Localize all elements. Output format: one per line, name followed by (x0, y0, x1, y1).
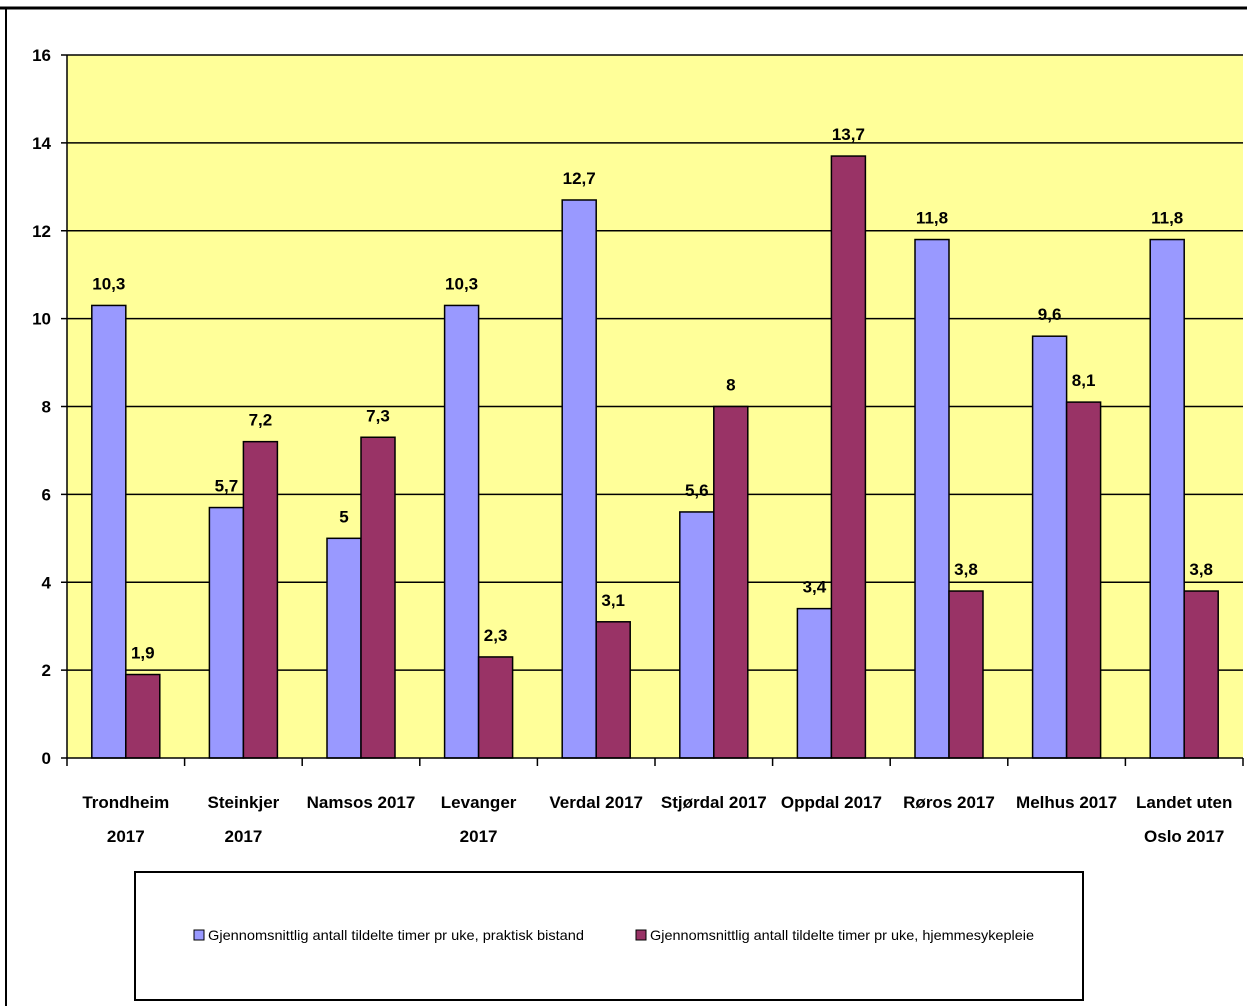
bar-praktisk-bistand (561, 199, 597, 759)
y-tick-label: 10 (32, 310, 51, 329)
data-label: 13,7 (832, 125, 865, 144)
bar-hjemmesykepleie (713, 405, 749, 759)
bar-hjemmesykepleie (242, 440, 279, 759)
data-label: 5 (339, 507, 348, 526)
x-category-label: Oslo 2017 (1144, 827, 1224, 846)
y-tick-label: 14 (32, 134, 51, 153)
x-category-label: 2017 (224, 827, 262, 846)
x-category-label: Verdal 2017 (549, 793, 643, 812)
legend-box (134, 871, 1084, 1001)
bar-praktisk-bistand (679, 511, 715, 759)
bar-praktisk-bistand (1149, 238, 1185, 759)
data-label: 5,6 (685, 481, 709, 500)
data-label: 12,7 (563, 169, 596, 188)
data-label: 2,3 (484, 626, 508, 645)
data-label: 11,8 (916, 209, 948, 228)
bar-praktisk-bistand (914, 238, 950, 759)
x-category-label: Røros 2017 (903, 793, 995, 812)
y-tick-label: 16 (32, 46, 51, 65)
bar-hjemmesykepleie (1065, 401, 1102, 759)
x-category-label: Levanger (441, 793, 517, 812)
x-category-label: Stjørdal 2017 (661, 793, 767, 812)
bar-hjemmesykepleie (360, 436, 396, 759)
x-category-label: Trondheim (82, 793, 169, 812)
data-label: 3,8 (1189, 560, 1213, 579)
data-label: 3,1 (601, 591, 625, 610)
bar-hjemmesykepleie (595, 621, 631, 759)
data-label: 9,6 (1038, 305, 1062, 324)
y-tick-label: 12 (32, 222, 51, 241)
x-category-label: Oppdal 2017 (781, 793, 882, 812)
bar-hjemmesykepleie (1183, 590, 1219, 759)
bar-praktisk-bistand (326, 537, 362, 759)
legend-swatch (193, 929, 205, 941)
bar-praktisk-bistand (796, 607, 833, 759)
bar-hjemmesykepleie (477, 656, 514, 759)
y-tick-label: 6 (42, 485, 51, 504)
x-category-label: Landet uten (1136, 793, 1232, 812)
data-label: 10,3 (92, 274, 125, 293)
bar-hjemmesykepleie (830, 155, 867, 759)
x-category-label: Melhus 2017 (1016, 793, 1117, 812)
data-label: 7,3 (366, 406, 390, 425)
bar-praktisk-bistand (443, 304, 480, 759)
y-tick-label: 8 (42, 398, 51, 417)
x-category-label: 2017 (107, 827, 145, 846)
data-label: 5,7 (215, 477, 239, 496)
y-tick-label: 4 (42, 573, 52, 592)
y-tick-label: 0 (42, 749, 51, 768)
bar-hjemmesykepleie (125, 673, 161, 759)
data-label: 3,4 (803, 578, 827, 597)
bar-praktisk-bistand (208, 506, 245, 759)
data-label: 3,8 (954, 560, 978, 579)
bar-hjemmesykepleie (948, 590, 984, 759)
x-category-label: Namsos 2017 (307, 793, 416, 812)
legend-swatch (635, 929, 647, 941)
data-label: 10,3 (445, 274, 478, 293)
x-category-label: Steinkjer (207, 793, 279, 812)
y-tick-label: 2 (42, 661, 51, 680)
bar-praktisk-bistand (1031, 335, 1068, 759)
data-label: 8 (726, 376, 735, 395)
bar-praktisk-bistand (91, 304, 127, 759)
data-label: 11,8 (1151, 209, 1183, 228)
data-label: 8,1 (1072, 371, 1096, 390)
legend-label: Gjennomsnittlig antall tildelte timer pr… (208, 927, 584, 943)
legend-label: Gjennomsnittlig antall tildelte timer pr… (650, 927, 1034, 943)
x-category-label: 2017 (460, 827, 498, 846)
data-label: 7,2 (249, 411, 273, 430)
data-label: 1,9 (131, 644, 155, 663)
